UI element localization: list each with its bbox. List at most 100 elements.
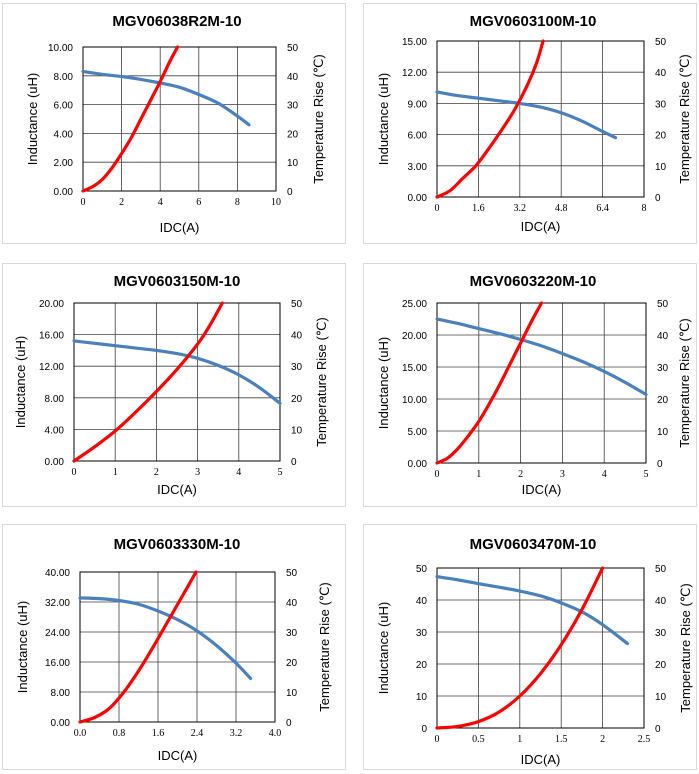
y-tick-label: 30: [416, 628, 428, 639]
temperature-rise-line: [435, 566, 605, 730]
x-tick-label: 8: [235, 197, 240, 208]
y-tick-label: 4.00: [54, 129, 74, 140]
y2-tick-label: 20: [655, 131, 667, 142]
x-tick-label: 6.4: [596, 203, 609, 214]
chart-title: MGV0603470M-10: [470, 536, 597, 553]
y-tick-label: 10.00: [48, 43, 73, 54]
x-tick-label: 0.5: [472, 734, 485, 745]
y2-tick-label: 40: [655, 596, 667, 607]
x-tick-label: 5: [644, 469, 649, 480]
y-tick-label: 20.00: [402, 331, 427, 342]
plot-area-border: [436, 40, 645, 198]
x-tick-label: 3: [560, 469, 565, 480]
chart-panel-4: MGV0603220M-10 0 1 2 3 4 5 0.00 5.00 10.00 15.00 20…: [363, 263, 697, 507]
y2-tick-label: 50: [291, 299, 303, 310]
y2-tick-label: 40: [291, 331, 303, 342]
y-tick-label: 10.00: [402, 395, 427, 406]
y2-tick-label: 40: [286, 598, 298, 609]
y2-tick-label: 0: [655, 193, 661, 204]
y-tick-label: 6.00: [54, 101, 74, 112]
x-axis-label: IDC(A): [160, 220, 200, 235]
y2-tick-label: 0: [657, 459, 663, 470]
inductance-line: [72, 339, 282, 405]
y-tick-label: 0.00: [408, 193, 428, 204]
x-tick-label: 4.0: [269, 728, 282, 739]
y2-tick-label: 40: [287, 72, 299, 83]
y2-tick-label: 30: [655, 628, 667, 639]
x-axis-label: IDC(A): [521, 219, 561, 234]
y-tick-label: 24.00: [45, 628, 70, 639]
x-tick-label: 8: [642, 203, 647, 214]
y2-tick-label: 50: [655, 564, 667, 575]
y2-tick-label: 40: [655, 68, 667, 79]
x-tick-label: 0: [435, 203, 440, 214]
x-axis-label: IDC(A): [522, 482, 562, 497]
y2-tick-label: 30: [286, 628, 298, 639]
x-tick-label: 6: [196, 197, 201, 208]
chart-4: MGV0603220M-10 0 1 2 3 4 5 0.00 5.00 10.00 15.00 20…: [376, 273, 692, 497]
x-tick-label: 1.6: [472, 203, 485, 214]
x-tick-label: 0: [72, 467, 77, 478]
y-tick-label: 16.00: [45, 658, 70, 669]
y-tick-label: 50: [416, 564, 428, 575]
x-tick-label: 0: [81, 197, 86, 208]
y-tick-label: 8.00: [54, 72, 74, 83]
y-tick-label: 12.00: [402, 68, 427, 79]
y-tick-label: 9.00: [408, 99, 428, 110]
x-axis-label: IDC(A): [521, 752, 561, 767]
y-axis-label: Inductance (uH): [376, 337, 391, 430]
x-tick-label: 3: [195, 467, 200, 478]
temperature-rise-line: [435, 39, 545, 199]
x-tick-label: 1: [113, 467, 118, 478]
x-tick-label: 2: [518, 469, 523, 480]
y-tick-label: 15.00: [402, 363, 427, 374]
y2-tick-label: 10: [286, 688, 298, 699]
x-tick-label: 4.8: [555, 203, 568, 214]
y2-tick-label: 20: [657, 395, 669, 406]
chart-title: MGV0603150M-10: [114, 273, 241, 290]
x-tick-label: 1: [517, 734, 522, 745]
y-tick-label: 40.00: [45, 568, 70, 579]
y2-tick-label: 20: [286, 658, 298, 669]
x-tick-label: 2: [119, 197, 124, 208]
y2-tick-label: 0: [287, 187, 293, 198]
chart-title: MGV0603330M-10: [114, 536, 241, 553]
y-tick-label: 10: [416, 692, 428, 703]
x-tick-label: 1: [476, 469, 481, 480]
y2-tick-label: 10: [291, 425, 303, 436]
plot-area-border: [82, 46, 277, 192]
chart-3: MGV0603150M-10 0 1 2 3 4 5 0.00 4.00 8.00 12.00 16.…: [13, 273, 329, 497]
y2-tick-label: 20: [287, 129, 299, 140]
x-tick-label: 2: [154, 467, 159, 478]
temperature-rise-line: [78, 570, 198, 724]
y2-tick-label: 10: [287, 158, 299, 169]
y2-tick-label: 0: [291, 457, 297, 468]
chart-title: MGV0603100M-10: [470, 13, 597, 30]
y2-tick-label: 30: [655, 99, 667, 110]
plot-area-border: [436, 567, 645, 729]
y-tick-label: 2.00: [54, 158, 74, 169]
chart-panel-2: MGV0603100M-10 0 1.6 3.2 4.8 6.4 8 0.00 3.00 6.00…: [363, 3, 697, 244]
x-tick-label: 1.6: [152, 728, 165, 739]
x-tick-label: 2: [600, 734, 605, 745]
y2-tick-label: 30: [287, 101, 299, 112]
y-tick-label: 0.00: [54, 187, 74, 198]
inductance-line: [81, 69, 251, 127]
y2-tick-label: 50: [655, 37, 667, 48]
x-tick-label: 2.5: [638, 734, 651, 745]
y-tick-label: 0: [421, 724, 427, 735]
x-tick-label: 0.8: [113, 728, 126, 739]
y-tick-label: 4.00: [45, 425, 65, 436]
y-axis-label: Inductance (uH): [376, 73, 391, 166]
temperature-rise-line: [72, 301, 224, 463]
x-tick-label: 3.2: [514, 203, 527, 214]
y-tick-label: 3.00: [408, 162, 428, 173]
y2-axis-label: Temperature Rise (℃): [317, 582, 332, 711]
x-tick-label: 0: [435, 469, 440, 480]
y2-tick-label: 10: [657, 427, 669, 438]
y2-tick-label: 50: [286, 568, 298, 579]
y-tick-label: 25.00: [402, 299, 427, 310]
y2-axis-label: Temperature Rise (℃): [678, 583, 693, 712]
inductance-line: [78, 596, 253, 681]
x-tick-label: 1.5: [555, 734, 568, 745]
